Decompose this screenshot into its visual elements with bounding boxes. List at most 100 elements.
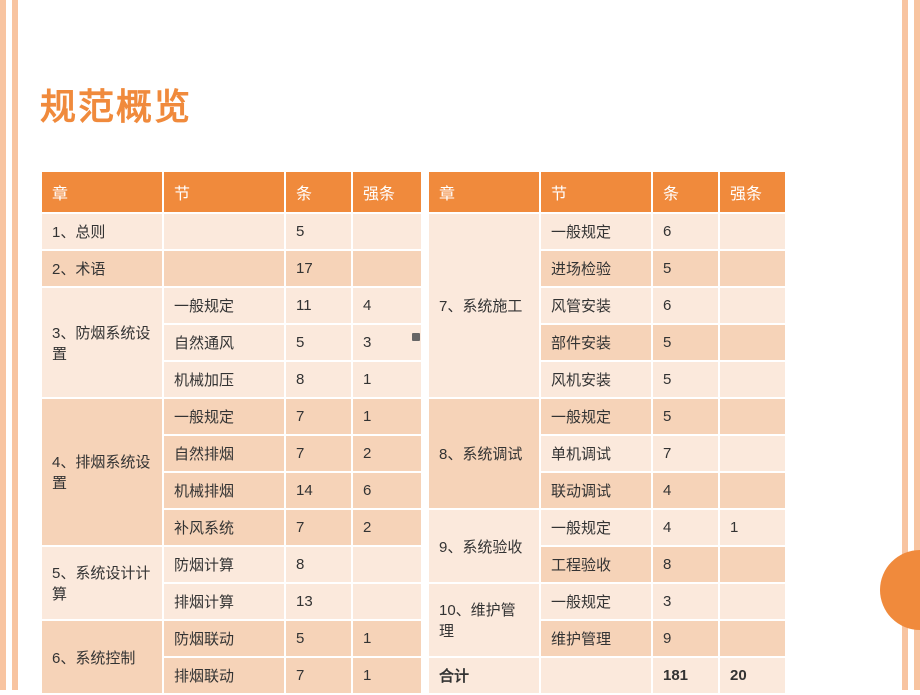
table-cell: 维护管理: [541, 621, 651, 656]
table-row: 8、系统调试一般规定5: [429, 399, 785, 434]
table-cell: 机械加压: [164, 362, 284, 397]
tables-container: 章节条强条1、总则52、术语173、防烟系统设置一般规定114自然通风53机械加…: [40, 170, 880, 695]
table-cell: 6、系统控制: [42, 621, 162, 693]
table-cell: 14: [286, 473, 351, 508]
table-cell: [720, 362, 785, 397]
table-cell: 8: [286, 362, 351, 397]
table-cell: 5、系统设计计算: [42, 547, 162, 619]
table-cell: [353, 214, 421, 249]
table-cell: 3: [653, 584, 718, 619]
left-table: 章节条强条1、总则52、术语173、防烟系统设置一般规定114自然通风53机械加…: [40, 170, 423, 695]
table-cell: 3: [353, 325, 421, 360]
table-cell: 部件安装: [541, 325, 651, 360]
table-cell: 4: [653, 473, 718, 508]
table-cell: 4: [353, 288, 421, 323]
table-row: 10、维护管理一般规定3: [429, 584, 785, 619]
table-cell: 一般规定: [541, 214, 651, 249]
table-cell: 17: [286, 251, 351, 286]
table-cell: 5: [286, 214, 351, 249]
table-cell: 5: [653, 251, 718, 286]
table-cell: 一般规定: [541, 584, 651, 619]
table-cell: 2: [353, 510, 421, 545]
table-cell: 6: [353, 473, 421, 508]
table-cell: [353, 547, 421, 582]
page-marker-icon: [412, 333, 420, 341]
table-cell: 1、总则: [42, 214, 162, 249]
table-cell: 风管安装: [541, 288, 651, 323]
table-cell: 排烟联动: [164, 658, 284, 693]
content-area: 规范概览 章节条强条1、总则52、术语173、防烟系统设置一般规定114自然通风…: [40, 0, 880, 695]
table-header-cell: 强条: [353, 172, 421, 212]
table-cell: 5: [286, 325, 351, 360]
table-cell: 7: [286, 510, 351, 545]
table-header-cell: 条: [286, 172, 351, 212]
table-cell: 4: [653, 510, 718, 545]
table-cell: [164, 214, 284, 249]
table-cell: 10、维护管理: [429, 584, 539, 656]
table-cell: 4、排烟系统设置: [42, 399, 162, 545]
page-title: 规范概览: [40, 78, 880, 130]
table-cell: 风机安装: [541, 362, 651, 397]
table-cell: [720, 436, 785, 471]
table-cell: 2: [353, 436, 421, 471]
table-row: 3、防烟系统设置一般规定114: [42, 288, 421, 323]
table-row: 7、系统施工一般规定6: [429, 214, 785, 249]
table-cell: 自然通风: [164, 325, 284, 360]
table-cell: 5: [653, 325, 718, 360]
table-cell: 20: [720, 658, 785, 693]
table-cell: 1: [353, 362, 421, 397]
table-cell: [720, 399, 785, 434]
table-cell: 8: [286, 547, 351, 582]
table-cell: [164, 251, 284, 286]
table-cell: 11: [286, 288, 351, 323]
border-left-inner: [6, 0, 12, 690]
table-cell: 1: [720, 510, 785, 545]
table-cell: 9、系统验收: [429, 510, 539, 582]
table-cell: 补风系统: [164, 510, 284, 545]
table-cell: [353, 584, 421, 619]
table-row: 1、总则 5: [42, 214, 421, 249]
table-cell: 1: [353, 399, 421, 434]
table-row: 合计 18120: [429, 658, 785, 693]
table-cell: 5: [286, 621, 351, 656]
table-header-cell: 章: [42, 172, 162, 212]
table-cell: 7: [653, 436, 718, 471]
table-cell: 合计: [429, 658, 539, 693]
table-cell: [720, 473, 785, 508]
table-cell: 联动调试: [541, 473, 651, 508]
table-cell: 6: [653, 214, 718, 249]
table-cell: 5: [653, 362, 718, 397]
table-header-row: 章节条强条: [42, 172, 421, 212]
right-table: 章节条强条7、系统施工一般规定6进场检验5风管安装6部件安装5风机安装58、系统…: [427, 170, 787, 695]
table-cell: 181: [653, 658, 718, 693]
table-cell: [720, 214, 785, 249]
table-cell: [720, 621, 785, 656]
table-header-cell: 条: [653, 172, 718, 212]
table-cell: 7: [286, 399, 351, 434]
table-cell: 7: [286, 436, 351, 471]
table-cell: 一般规定: [164, 399, 284, 434]
table-cell: [720, 325, 785, 360]
table-cell: [720, 547, 785, 582]
table-cell: [720, 251, 785, 286]
table-cell: 8、系统调试: [429, 399, 539, 508]
table-cell: 3、防烟系统设置: [42, 288, 162, 397]
table-cell: 8: [653, 547, 718, 582]
table-cell: 1: [353, 621, 421, 656]
table-header-row: 章节条强条: [429, 172, 785, 212]
table-cell: 防烟联动: [164, 621, 284, 656]
table-header-cell: 强条: [720, 172, 785, 212]
table-cell: 13: [286, 584, 351, 619]
table-row: 5、系统设计计算防烟计算8: [42, 547, 421, 582]
table-cell: 一般规定: [541, 399, 651, 434]
table-cell: [541, 658, 651, 693]
table-header-cell: 节: [164, 172, 284, 212]
table-cell: 机械排烟: [164, 473, 284, 508]
table-cell: 防烟计算: [164, 547, 284, 582]
table-cell: 进场检验: [541, 251, 651, 286]
table-row: 6、系统控制防烟联动51: [42, 621, 421, 656]
table-cell: 一般规定: [164, 288, 284, 323]
table-cell: 7: [286, 658, 351, 693]
table-cell: 1: [353, 658, 421, 693]
table-cell: 5: [653, 399, 718, 434]
